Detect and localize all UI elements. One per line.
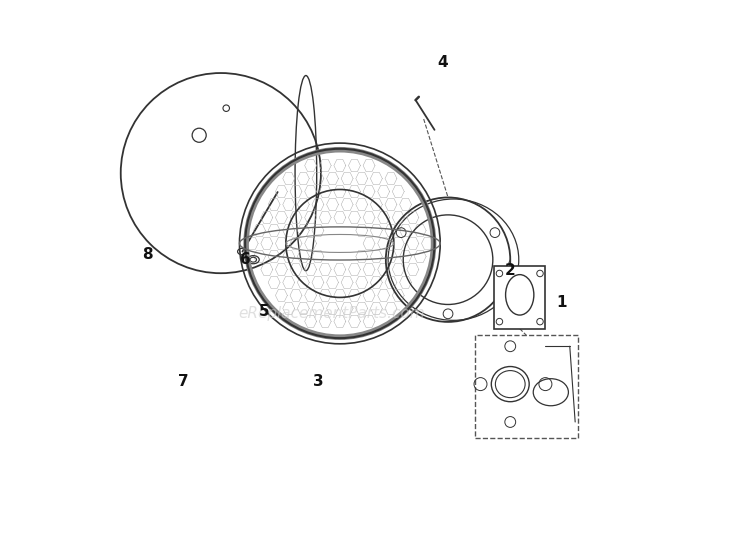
Text: 7: 7 bbox=[178, 374, 188, 389]
Bar bbox=[494, 267, 545, 328]
Text: 1: 1 bbox=[556, 295, 567, 311]
Text: 5: 5 bbox=[259, 304, 269, 319]
Text: 4: 4 bbox=[437, 55, 448, 70]
Text: eReplacementParts.com: eReplacementParts.com bbox=[238, 306, 425, 321]
Text: 6: 6 bbox=[240, 252, 250, 267]
Text: 8: 8 bbox=[142, 247, 153, 262]
Circle shape bbox=[121, 73, 321, 273]
Text: 2: 2 bbox=[505, 263, 516, 278]
Bar bbox=[475, 335, 578, 438]
Text: 3: 3 bbox=[313, 374, 323, 389]
